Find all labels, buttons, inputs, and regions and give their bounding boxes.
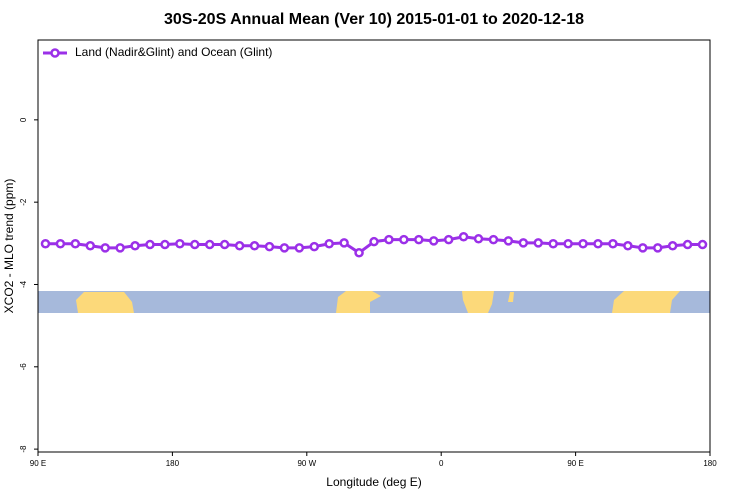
- point: [70, 238, 81, 249]
- point: [264, 241, 275, 252]
- plot-frame: [37, 39, 711, 453]
- point: [309, 241, 320, 252]
- point: [384, 234, 394, 245]
- x-tick-label: 180: [703, 459, 717, 468]
- point: [190, 239, 200, 250]
- y-tick-label: -8: [19, 445, 28, 453]
- point: [219, 239, 230, 250]
- point: [563, 238, 573, 249]
- point: [652, 243, 663, 253]
- point: [503, 236, 514, 246]
- point: [608, 238, 618, 249]
- point: [100, 243, 110, 253]
- point: [458, 231, 469, 242]
- point: [369, 236, 379, 247]
- land: [508, 292, 514, 302]
- point: [682, 239, 693, 250]
- map-strip: [38, 291, 710, 313]
- x-tick-label: 90 E: [30, 459, 46, 468]
- point: [593, 238, 603, 249]
- land: [76, 292, 134, 313]
- x-tick-label: 90 E: [567, 459, 583, 468]
- point: [145, 239, 155, 250]
- point: [234, 241, 245, 251]
- ocean-band: [38, 291, 710, 313]
- point: [115, 243, 125, 253]
- point: [85, 241, 96, 251]
- y-tick-label: -4: [19, 280, 28, 288]
- y-tick-label: -2: [19, 198, 28, 206]
- y-axis-label: XCO2 - MLO trend (ppm): [2, 179, 16, 314]
- point: [548, 238, 558, 249]
- point: [339, 238, 349, 248]
- point: [414, 234, 424, 245]
- x-axis-label: Longitude (deg E): [326, 475, 421, 489]
- point: [175, 238, 185, 249]
- x-tick-label: 0: [439, 459, 444, 468]
- point: [638, 243, 648, 253]
- point: [130, 241, 140, 251]
- legend-marker: [50, 48, 60, 58]
- x-tick-label: 180: [166, 459, 180, 468]
- land: [462, 291, 494, 313]
- point: [667, 241, 678, 251]
- point: [324, 238, 334, 249]
- point: [354, 248, 364, 258]
- x-tick-label: 90 W: [297, 459, 316, 468]
- point: [294, 243, 305, 253]
- point: [40, 238, 51, 249]
- point: [443, 234, 454, 245]
- point: [623, 241, 633, 251]
- point: [488, 234, 499, 245]
- point: [473, 234, 484, 244]
- point: [279, 243, 290, 253]
- y-tick-label: 0: [19, 117, 28, 122]
- y-tick-label: -6: [19, 363, 28, 371]
- point: [249, 241, 260, 251]
- point: [428, 236, 439, 246]
- point: [160, 239, 170, 250]
- point: [533, 238, 544, 248]
- point: [204, 239, 215, 250]
- point: [697, 239, 708, 250]
- chart-title: 30S-20S Annual Mean (Ver 10) 2015-01-01 …: [164, 11, 584, 28]
- point: [578, 238, 588, 249]
- point: [399, 234, 409, 245]
- land: [612, 291, 680, 313]
- point: [518, 238, 529, 248]
- land: [336, 291, 381, 313]
- point: [55, 238, 66, 249]
- legend-label: Land (Nadir&Glint) and Ocean (Glint): [75, 45, 272, 59]
